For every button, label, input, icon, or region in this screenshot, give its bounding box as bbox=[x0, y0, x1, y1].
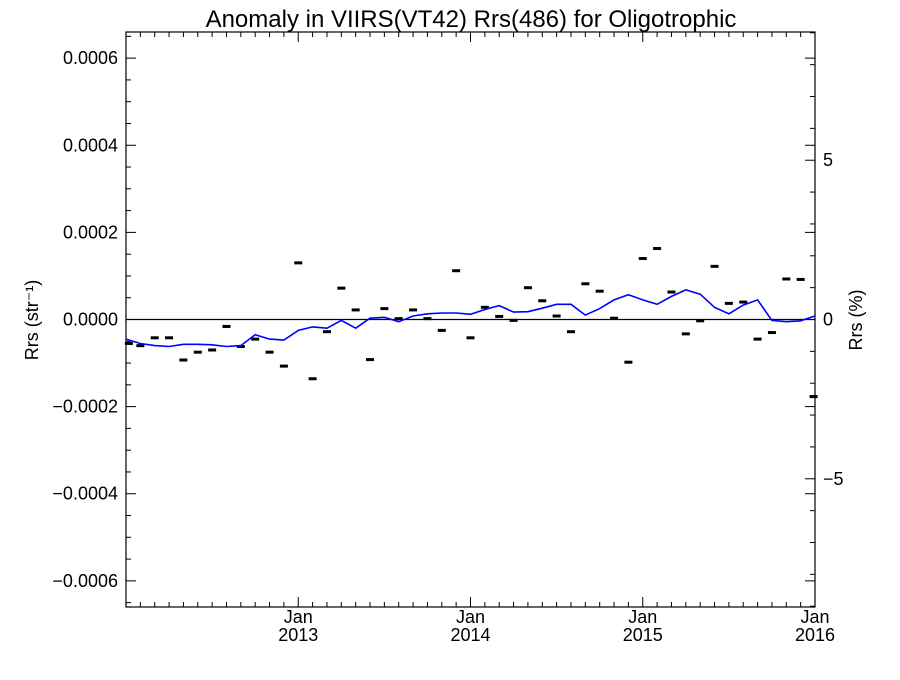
data-point-marker bbox=[423, 317, 432, 321]
data-point-marker bbox=[681, 332, 690, 336]
data-point-marker bbox=[279, 364, 288, 368]
data-point-marker bbox=[150, 336, 159, 340]
plot-area: 0.0006 0.0004 0.0002 0.0000 −0.0002 −0.0004 −0… bbox=[52, 31, 844, 645]
data-point-marker bbox=[294, 261, 303, 265]
data-point-marker bbox=[124, 341, 133, 345]
data-point-marker bbox=[566, 330, 575, 334]
x-tick-month: Jan bbox=[628, 607, 657, 627]
data-point-marker bbox=[739, 300, 748, 304]
data-point-marker bbox=[466, 336, 475, 340]
data-point-marker bbox=[165, 336, 174, 340]
data-point-marker bbox=[624, 360, 633, 364]
y-tick-label: 0.0004 bbox=[63, 135, 118, 155]
data-point-marker bbox=[638, 257, 647, 261]
data-point-marker bbox=[538, 299, 547, 303]
data-point-marker bbox=[366, 358, 375, 362]
y-axis-label: Rrs (str⁻¹) bbox=[22, 280, 42, 360]
y-right-tick-label: 0 bbox=[823, 310, 833, 330]
y-tick-label: −0.0006 bbox=[52, 571, 118, 591]
data-point-marker bbox=[351, 308, 360, 312]
data-point-marker bbox=[782, 277, 791, 281]
data-point-marker bbox=[523, 286, 532, 290]
data-point-marker bbox=[222, 324, 231, 328]
data-point-marker bbox=[552, 314, 561, 318]
data-point-marker bbox=[236, 345, 245, 349]
y-right-tick-label: 5 bbox=[823, 150, 833, 170]
y-tick-label: 0.0002 bbox=[63, 222, 118, 242]
data-point-marker bbox=[767, 331, 776, 335]
data-point-marker bbox=[753, 337, 762, 341]
data-point-marker bbox=[480, 305, 489, 309]
data-point-marker bbox=[337, 286, 346, 290]
data-point-marker bbox=[495, 314, 504, 318]
data-point-marker bbox=[724, 301, 733, 305]
data-point-marker bbox=[394, 317, 403, 321]
y-tick-label: 0.0006 bbox=[63, 48, 118, 68]
data-point-marker bbox=[380, 307, 389, 311]
data-point-marker bbox=[179, 358, 188, 362]
data-point-marker bbox=[509, 318, 518, 322]
data-point-marker bbox=[322, 330, 331, 334]
data-point-marker bbox=[653, 246, 662, 250]
data-point-marker bbox=[193, 350, 202, 354]
data-point-marker bbox=[581, 282, 590, 286]
data-point-marker bbox=[452, 269, 461, 273]
x-tick-year: 2013 bbox=[278, 625, 318, 645]
data-point-marker bbox=[595, 289, 604, 293]
x-tick-year: 2015 bbox=[623, 625, 663, 645]
x-tick-year: 2014 bbox=[450, 625, 490, 645]
y-tick-label: −0.0004 bbox=[52, 484, 118, 504]
data-point-marker bbox=[437, 328, 446, 332]
data-point-marker bbox=[251, 337, 260, 341]
x-tick-month: Jan bbox=[284, 607, 313, 627]
data-point-marker bbox=[610, 316, 619, 320]
data-point-marker bbox=[208, 348, 217, 352]
y-right-axis-label: Rrs (%) bbox=[846, 290, 866, 351]
data-point-marker bbox=[809, 395, 818, 399]
chart-title: Anomaly in VIIRS(VT42) Rrs(486) for Olig… bbox=[206, 6, 737, 33]
data-point-marker bbox=[409, 308, 418, 312]
x-tick-month: Jan bbox=[456, 607, 485, 627]
data-point-marker bbox=[136, 344, 145, 348]
data-point-marker bbox=[308, 377, 317, 381]
data-point-marker bbox=[667, 290, 676, 294]
data-point-marker bbox=[796, 277, 805, 281]
series-line bbox=[125, 289, 816, 348]
data-point-marker bbox=[696, 319, 705, 323]
data-point-marker bbox=[265, 350, 274, 354]
y-right-tick-label: −5 bbox=[823, 469, 844, 489]
data-point-marker bbox=[710, 264, 719, 268]
x-tick-month: Jan bbox=[800, 607, 829, 627]
y-tick-label: −0.0002 bbox=[52, 397, 118, 417]
y-tick-label: 0.0000 bbox=[63, 310, 118, 330]
x-tick-year: 2016 bbox=[795, 625, 835, 645]
